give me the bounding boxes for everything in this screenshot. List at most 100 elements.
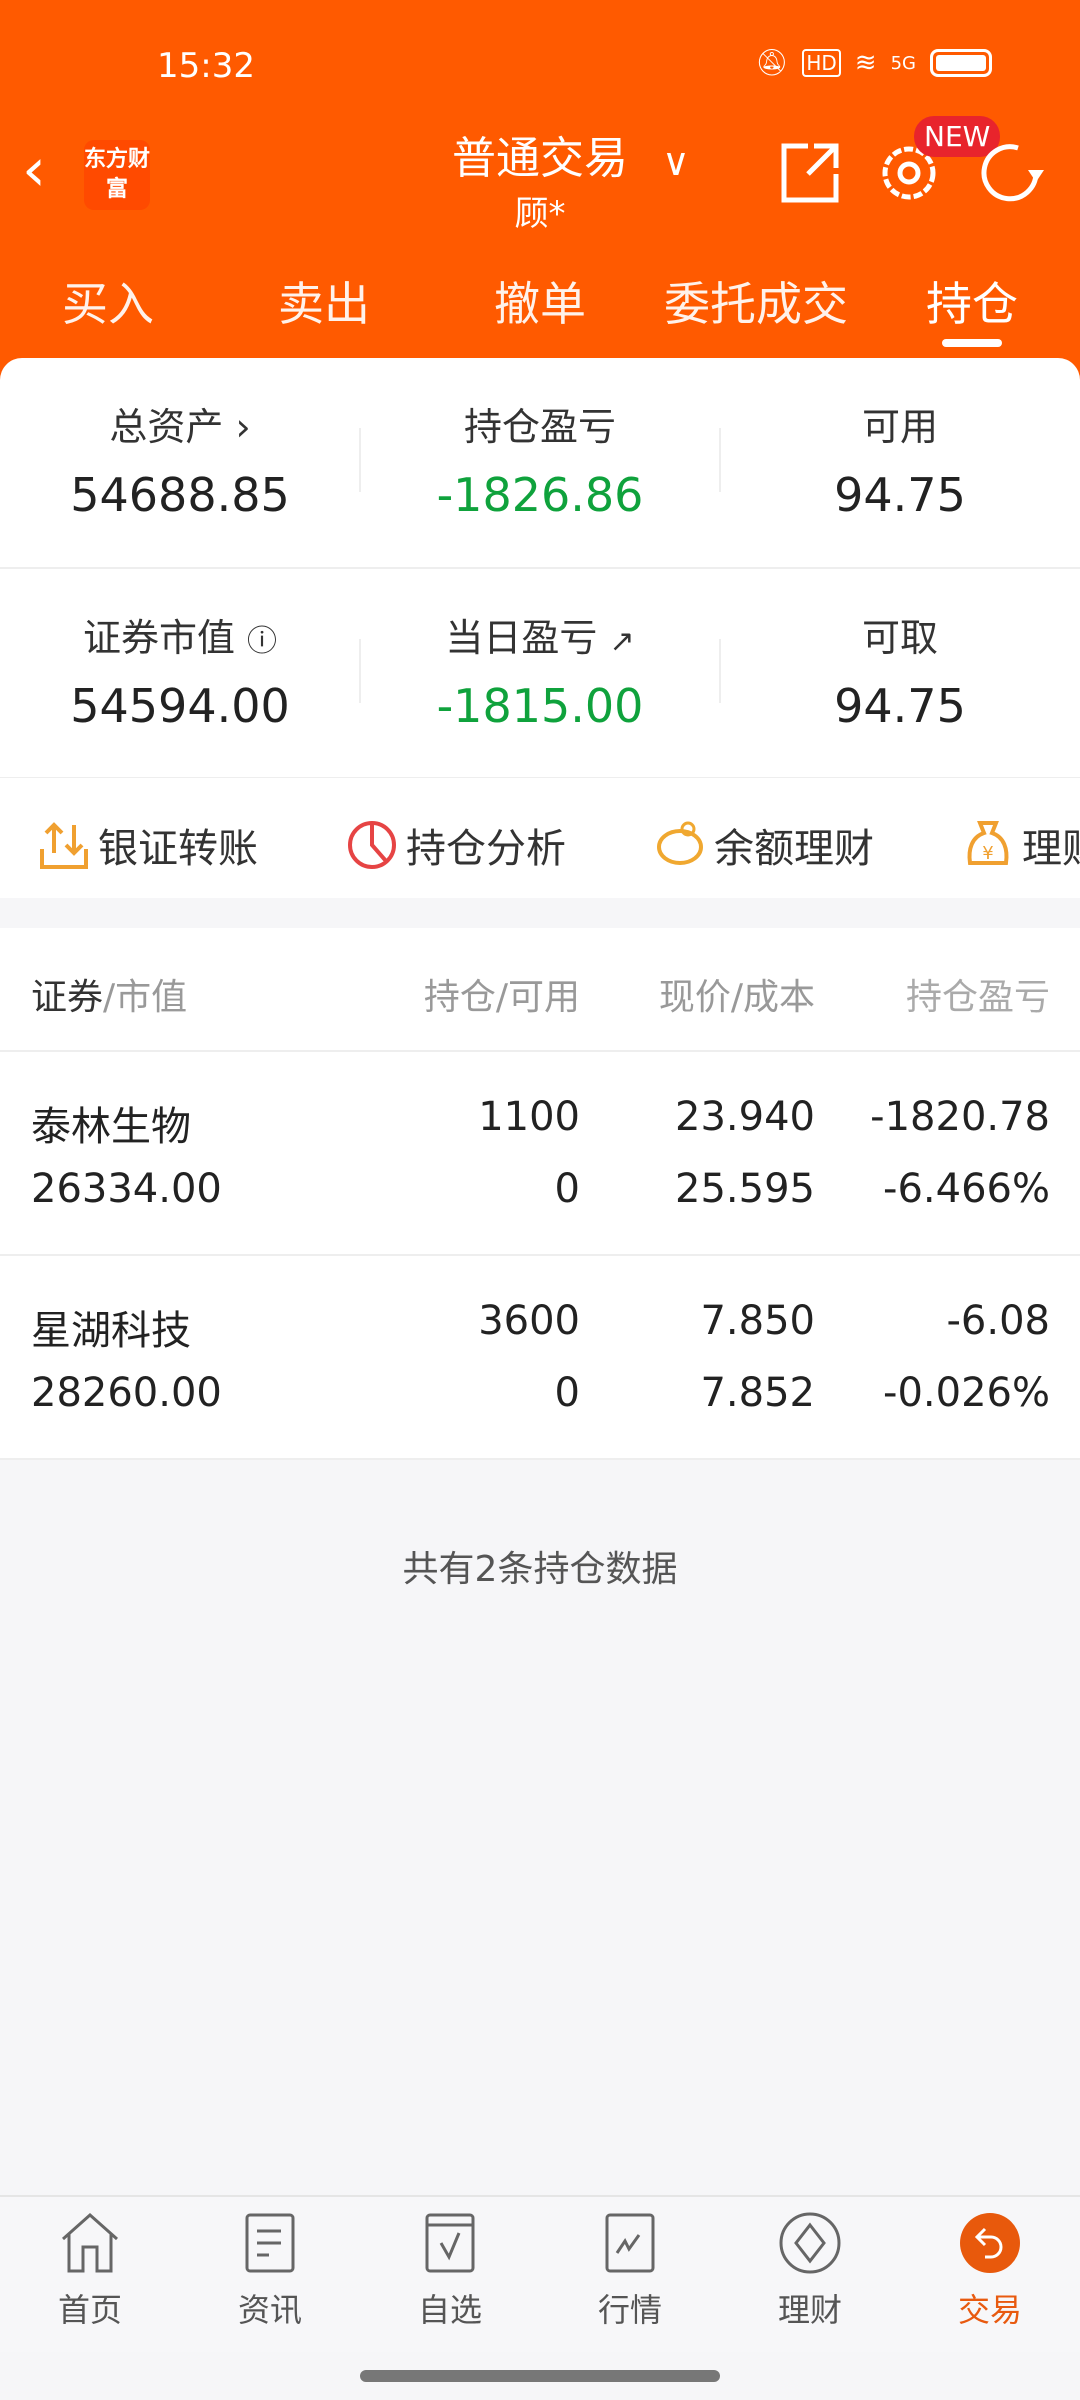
column-header-name: 证券/市值 bbox=[31, 977, 188, 1018]
home-icon bbox=[62, 2212, 118, 2273]
nav-home[interactable]: 首页 bbox=[30, 2211, 150, 2331]
new-badge: NEW bbox=[914, 116, 1001, 157]
stock-name: 泰林生物 bbox=[31, 1104, 191, 1150]
nav-label: 资讯 bbox=[237, 2291, 302, 2329]
holding: 1100 bbox=[478, 1094, 580, 1140]
nav-finance[interactable]: 理财 bbox=[750, 2211, 870, 2331]
total-assets-label: 总资产 bbox=[109, 405, 224, 449]
tab-buy[interactable]: 买入 bbox=[62, 277, 154, 331]
status-bar: 15:32 🔕︎ HD ≋ 5G bbox=[0, 42, 1080, 92]
divider bbox=[359, 428, 361, 492]
pl-pct: -6.466% bbox=[883, 1166, 1050, 1212]
nav-label: 行情 bbox=[597, 2291, 662, 2329]
cost: 25.595 bbox=[675, 1166, 815, 1212]
tab-positions[interactable]: 持仓 bbox=[926, 277, 1018, 331]
quick-link-label: 持仓分析 bbox=[406, 826, 566, 872]
watchlist-icon bbox=[425, 2213, 475, 2273]
positions-count: 共有2条持仓数据 bbox=[402, 1549, 678, 1590]
nav-news[interactable]: 资讯 bbox=[210, 2211, 330, 2331]
quick-link-label: 银证转账 bbox=[98, 826, 258, 872]
pie-chart-icon bbox=[348, 821, 396, 869]
home-indicator[interactable] bbox=[360, 2370, 720, 2382]
transfer-icon bbox=[40, 822, 88, 869]
bank-transfer-link[interactable]: 银证转账 bbox=[38, 816, 258, 874]
divider bbox=[359, 639, 361, 703]
position-pl-value: -1826.86 bbox=[436, 468, 644, 522]
refresh-icon[interactable] bbox=[978, 140, 1048, 206]
column-header-pl[interactable]: 持仓盈亏 bbox=[905, 977, 1050, 1018]
chevron-right-icon: › bbox=[235, 405, 251, 449]
divider bbox=[0, 1458, 1080, 1460]
money-bag-icon: ¥ bbox=[967, 821, 1009, 865]
news-icon bbox=[245, 2213, 295, 2273]
bottom-nav: 首页 资讯 自选 行情 理财 交易 bbox=[0, 2195, 1080, 2352]
available: 0 bbox=[554, 1166, 580, 1212]
quick-link-label: 余额理财 bbox=[714, 826, 874, 872]
trade-tabs: 买入 卖出 撤单 委托成交 持仓 bbox=[0, 268, 1080, 338]
divider bbox=[0, 1254, 1080, 1256]
share-icon[interactable] bbox=[778, 140, 840, 206]
divider bbox=[0, 567, 1080, 569]
page-title[interactable]: 普通交易 bbox=[452, 133, 628, 184]
column-header-qty: 持仓/可用 bbox=[423, 977, 580, 1018]
tab-cancel[interactable]: 撤单 bbox=[494, 277, 586, 331]
table-row[interactable]: 星湖科技 28260.00 3600 0 7.850 7.852 -6.08 -… bbox=[0, 1256, 1080, 1458]
pl: -1820.78 bbox=[870, 1094, 1050, 1140]
title-bar: ‹ 东方财富 普通交易 顾* ∨ NEW bbox=[0, 110, 1080, 240]
quick-link-label: 理财 bbox=[1022, 826, 1080, 872]
piggy-bank-icon bbox=[657, 821, 703, 865]
cost: 7.852 bbox=[700, 1370, 815, 1416]
withdrawable-label: 可取 bbox=[861, 616, 938, 660]
back-button[interactable]: ‹ bbox=[22, 135, 46, 205]
daily-pl-value: -1815.00 bbox=[436, 679, 644, 733]
pl: -6.08 bbox=[946, 1298, 1051, 1344]
stock-name: 星湖科技 bbox=[31, 1308, 191, 1354]
nav-market[interactable]: 行情 bbox=[570, 2211, 690, 2331]
chevron-down-icon[interactable]: ∨ bbox=[662, 140, 690, 184]
tab-orders[interactable]: 委托成交 bbox=[664, 277, 848, 331]
market-value: 28260.00 bbox=[31, 1370, 222, 1416]
finance-link[interactable]: ¥ 理财 bbox=[962, 816, 1080, 874]
logo: 东方财富 bbox=[84, 140, 150, 210]
svg-text:¥: ¥ bbox=[982, 843, 993, 864]
available-label: 可用 bbox=[861, 405, 938, 449]
divider bbox=[719, 639, 721, 703]
app-header-bg bbox=[0, 0, 1080, 380]
divider bbox=[719, 428, 721, 492]
gear-icon[interactable] bbox=[876, 140, 942, 206]
battery-icon bbox=[930, 49, 992, 77]
help-icon[interactable]: ⓘ bbox=[247, 624, 278, 659]
market-value: 26334.00 bbox=[31, 1166, 222, 1212]
external-link-icon: ↗ bbox=[609, 624, 635, 659]
available: 0 bbox=[554, 1370, 580, 1416]
total-assets-value: 54688.85 bbox=[70, 468, 290, 522]
price: 7.850 bbox=[700, 1298, 815, 1344]
holding: 3600 bbox=[478, 1298, 580, 1344]
table-row[interactable]: 泰林生物 26334.00 1100 0 23.940 25.595 -1820… bbox=[0, 1052, 1080, 1255]
position-analysis-link[interactable]: 持仓分析 bbox=[346, 816, 566, 874]
tab-sell[interactable]: 卖出 bbox=[278, 277, 370, 331]
nav-label: 理财 bbox=[777, 2291, 842, 2329]
divider bbox=[0, 1050, 1080, 1052]
nav-watchlist[interactable]: 自选 bbox=[390, 2211, 510, 2331]
market-value-value: 54594.00 bbox=[70, 679, 290, 733]
signal-icon: 5G bbox=[890, 52, 916, 74]
nav-trade[interactable]: 交易 bbox=[930, 2211, 1050, 2331]
withdrawable-value: 94.75 bbox=[834, 679, 966, 733]
pl-pct: -0.026% bbox=[883, 1370, 1050, 1416]
hd-icon: HD bbox=[802, 49, 841, 77]
status-time: 15:32 bbox=[157, 46, 255, 86]
market-value-label: 证券市值 bbox=[82, 616, 235, 660]
position-pl-label: 持仓盈亏 bbox=[463, 405, 616, 449]
nav-label: 交易 bbox=[957, 2291, 1022, 2329]
quick-links: 银证转账 持仓分析 余额理财 ¥ 理财 bbox=[0, 778, 1080, 898]
trade-icon bbox=[960, 2213, 1020, 2273]
daily-pl-label: 当日盈亏 bbox=[445, 616, 598, 660]
nav-label: 首页 bbox=[57, 2291, 122, 2329]
diamond-icon bbox=[779, 2212, 841, 2274]
wifi-icon: ≋ bbox=[854, 48, 877, 78]
balance-finance-link[interactable]: 余额理财 bbox=[654, 816, 874, 874]
chart-icon bbox=[605, 2213, 655, 2273]
positions-table: 证券/市值 持仓/可用 现价/成本 持仓盈亏 泰林生物 26334.00 110… bbox=[0, 928, 1080, 1458]
active-tab-indicator bbox=[942, 339, 1002, 347]
